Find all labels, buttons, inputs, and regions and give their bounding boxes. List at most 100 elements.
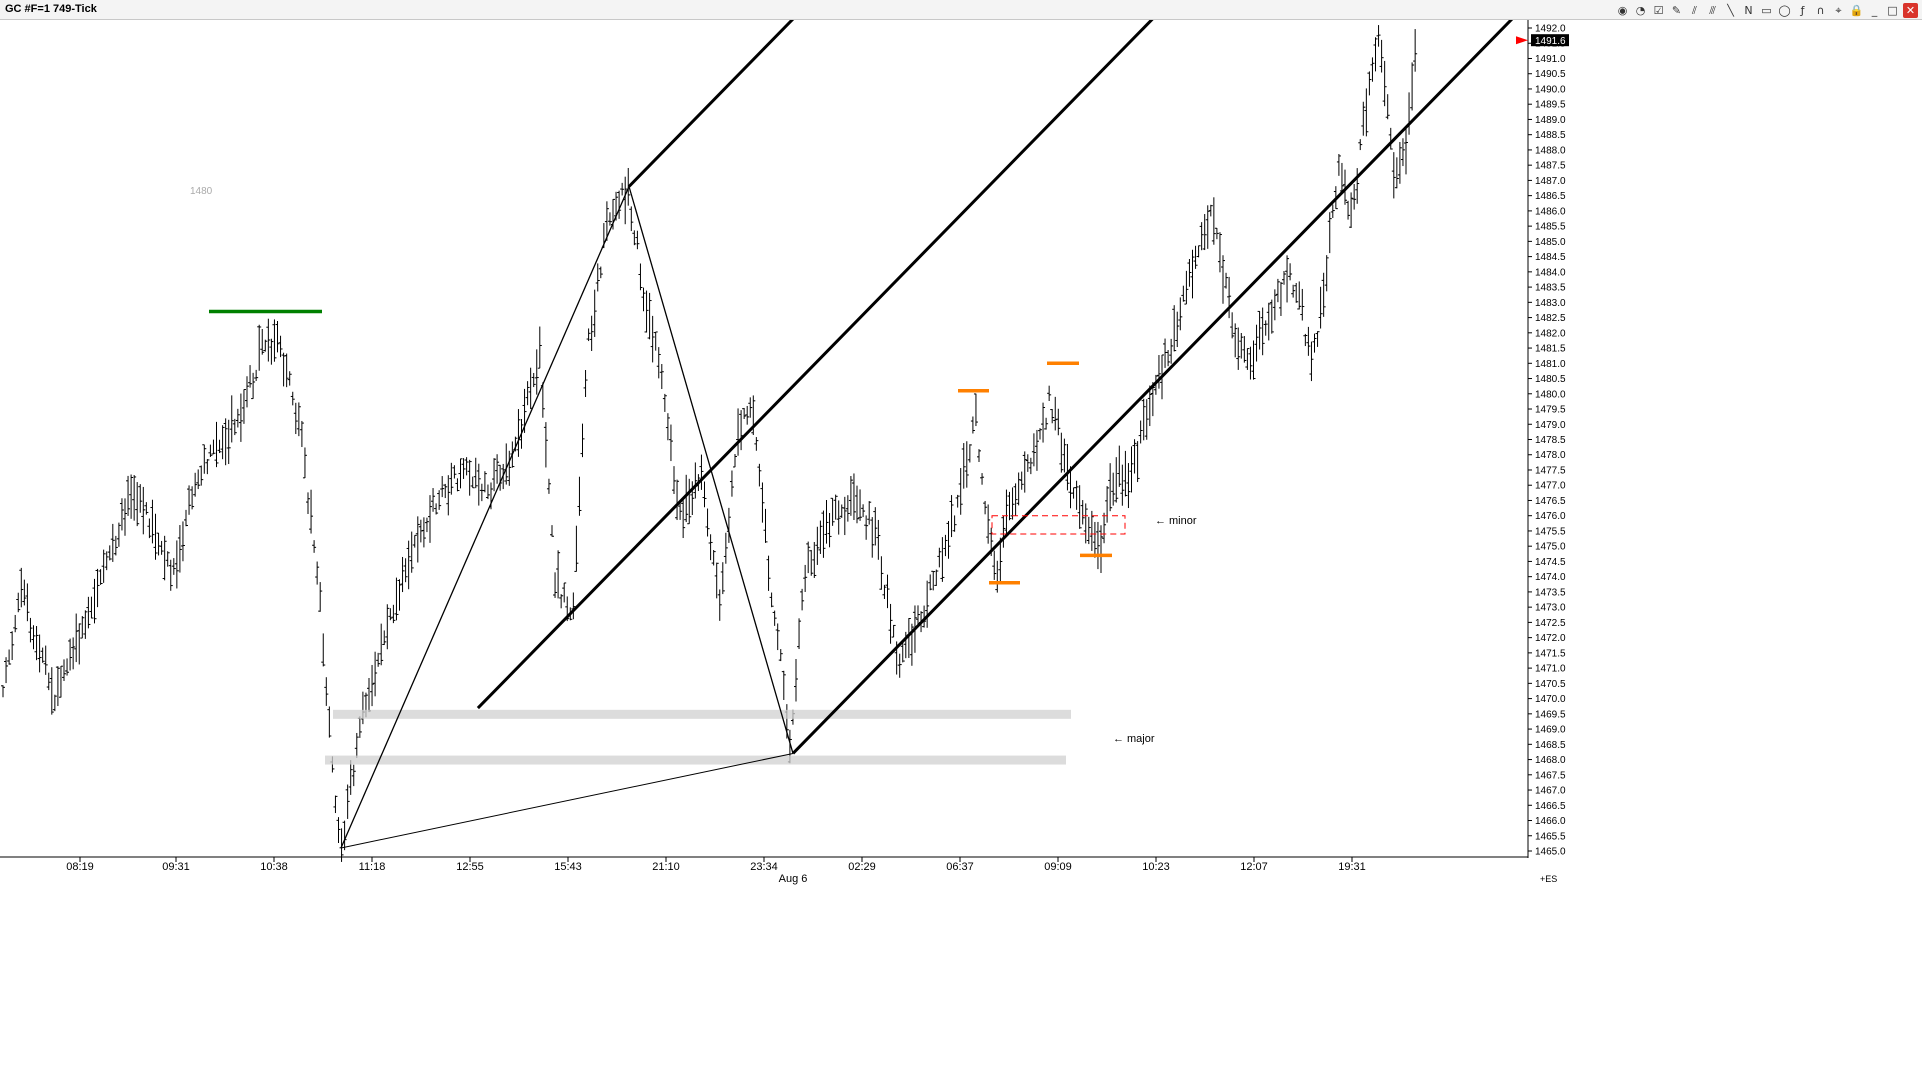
price-bar: [1282, 270, 1286, 285]
data-series-icon[interactable]: ◉: [1617, 3, 1628, 17]
price-bars: [1, 25, 1418, 862]
price-bar: [269, 338, 274, 365]
drawing-objects[interactable]: [209, 20, 1516, 849]
price-tick-label: 1479.5: [1535, 405, 1566, 416]
price-bar: [1291, 284, 1296, 298]
price-chart[interactable]: 1492.01491.51491.01490.51490.01489.51489…: [0, 20, 1922, 1083]
price-bar: [537, 326, 542, 369]
price-bar: [302, 447, 307, 479]
price-bar: [1111, 472, 1116, 506]
lock-icon[interactable]: 🔒: [1849, 3, 1864, 17]
price-tick-label: 1474.0: [1535, 572, 1566, 583]
price-tick-label: 1466.0: [1535, 816, 1566, 827]
price-bar: [184, 509, 188, 527]
price-note-1480: 1480: [190, 186, 213, 197]
maximize-icon[interactable]: □: [1887, 3, 1898, 17]
price-bar: [321, 633, 326, 667]
price-bar: [1358, 139, 1363, 151]
pitchfork-leg-a[interactable]: [340, 186, 630, 849]
price-tick-label: 1471.0: [1535, 664, 1566, 675]
close-icon[interactable]: ✕: [1903, 2, 1918, 18]
pitchfork-upper-line[interactable]: [627, 20, 1516, 188]
price-bar: [668, 424, 673, 462]
price-tick-label: 1482.5: [1535, 313, 1566, 324]
price-bar: [370, 664, 375, 707]
rectangle-tool-icon[interactable]: ▭: [1761, 3, 1772, 17]
price-bar: [1367, 71, 1372, 96]
chart-toolbar: ◉ ◔ ☑ ✎ ⫽ ⫻ ╲ N ▭ ◯ ƒ ∩ ⌖ 🔒 _ □ ✕: [1615, 2, 1918, 18]
price-bar: [1114, 457, 1119, 503]
properties-icon[interactable]: ☑: [1653, 3, 1664, 17]
price-bar: [1156, 355, 1161, 389]
price-tick-label: 1485.5: [1535, 222, 1566, 233]
line-tool-icon[interactable]: ╲: [1727, 3, 1734, 17]
price-bar: [190, 486, 195, 510]
price-bar: [550, 525, 554, 537]
price-tick-label: 1472.0: [1535, 633, 1566, 644]
price-bar: [1187, 258, 1192, 287]
price-bar: [263, 339, 268, 352]
ellipse-tool-icon[interactable]: ◯: [1778, 3, 1791, 17]
price-bar: [1260, 307, 1265, 356]
time-axis[interactable]: 08:19 09:31 10:38 11:18 12:55 15:43 21:10 23:34…: [0, 856, 1557, 885]
price-bar: [1227, 276, 1232, 319]
pencil-icon[interactable]: ✎: [1671, 3, 1682, 17]
fibonacci-icon[interactable]: ƒ: [1800, 3, 1805, 17]
price-bar: [647, 292, 652, 340]
price-tick-label: 1486.0: [1535, 206, 1566, 217]
price-bar: [1312, 333, 1317, 353]
pitchfork-alt-icon[interactable]: ⫻: [1709, 3, 1716, 17]
price-tick-label: 1484.0: [1535, 267, 1566, 278]
price-tick-label: 1489.5: [1535, 100, 1566, 111]
price-bar: [119, 498, 124, 531]
price-bar: [1004, 489, 1009, 537]
pitchfork-icon[interactable]: ⫽: [1692, 3, 1697, 17]
pitchfork-lower-line[interactable]: [791, 20, 1516, 755]
price-bar: [1065, 443, 1070, 491]
support-zone-upper[interactable]: [333, 709, 1071, 719]
price-bar: [931, 570, 936, 591]
price-bar: [397, 579, 402, 611]
price-tick-label: 1487.5: [1535, 161, 1566, 172]
price-bar: [1321, 272, 1326, 317]
price-bar: [1266, 302, 1271, 341]
price-bar: [708, 534, 713, 561]
price-bar: [821, 510, 826, 558]
price-bar: [202, 444, 207, 474]
price-bar: [1370, 57, 1375, 82]
pitchfork-base-line[interactable]: [340, 752, 794, 849]
price-bar: [1105, 486, 1110, 523]
support-zone-lower[interactable]: [325, 755, 1066, 765]
price-tick-label: 1480.5: [1535, 374, 1566, 385]
text-tool-icon[interactable]: N: [1744, 3, 1753, 17]
price-bar: [1, 685, 5, 698]
price-bar: [1294, 282, 1299, 303]
price-bar: [205, 459, 210, 475]
minor-range-box[interactable]: [991, 515, 1126, 535]
time-tick-label: 23:34: [750, 861, 778, 873]
clock-icon[interactable]: ◔: [1635, 3, 1646, 17]
price-tick-label: 1478.5: [1535, 435, 1566, 446]
magnet-icon[interactable]: ∩: [1816, 3, 1825, 17]
price-bar: [345, 784, 350, 819]
price-bar: [1251, 340, 1256, 380]
pitchfork-median-line[interactable]: [476, 20, 1516, 710]
last-price-box: [1531, 34, 1569, 47]
price-bar: [394, 577, 399, 621]
price-bar: [516, 409, 521, 457]
crosshair-icon[interactable]: ⌖: [1835, 3, 1842, 17]
minimize-icon[interactable]: _: [1871, 3, 1878, 17]
price-bar: [1309, 341, 1314, 382]
price-bar: [40, 647, 45, 663]
price-bar: [315, 561, 320, 585]
price-bar: [473, 457, 478, 489]
price-bar: [888, 603, 893, 644]
price-tick-label: 1475.0: [1535, 542, 1566, 553]
price-tick-label: 1487.0: [1535, 176, 1566, 187]
price-bar: [775, 623, 780, 651]
price-bar: [193, 472, 198, 497]
price-bar: [107, 545, 112, 561]
price-bar: [443, 483, 448, 499]
price-axis[interactable]: 1492.01491.51491.01490.51490.01489.51489…: [1516, 20, 1569, 858]
price-bar: [479, 483, 484, 502]
